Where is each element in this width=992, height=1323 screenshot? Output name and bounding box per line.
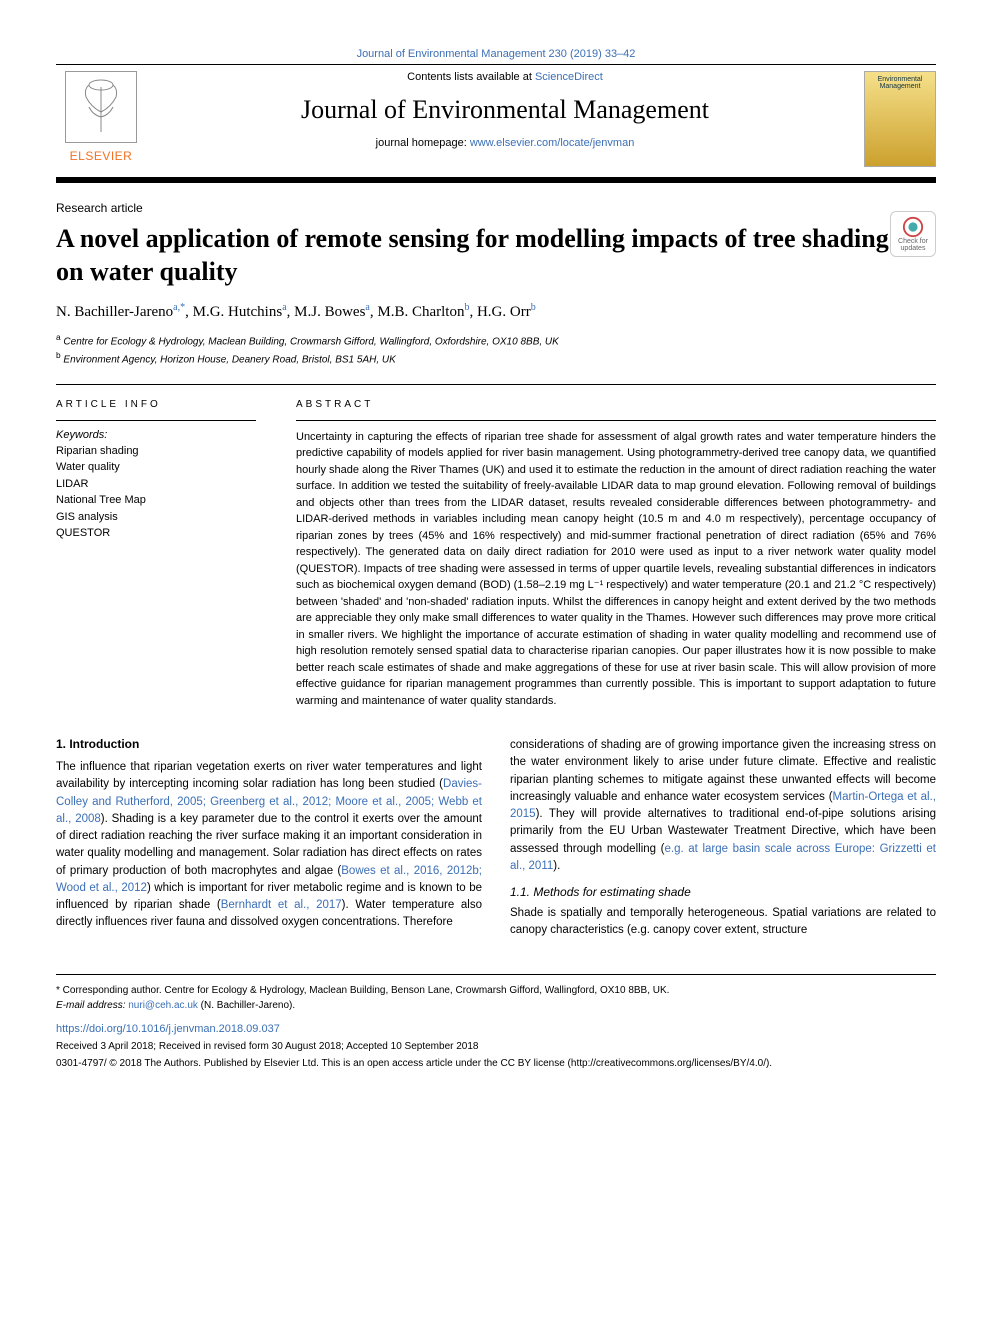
email-suffix: (N. Bachiller-Jareno). — [198, 1000, 295, 1011]
section-1-para-1: The influence that riparian vegetation e… — [56, 759, 482, 932]
corresponding-author: * Corresponding author. Centre for Ecolo… — [56, 983, 936, 998]
top-journal-link[interactable]: Journal of Environmental Management 230 … — [56, 48, 936, 60]
author-list: N. Bachiller-Jarenoa,*, M.G. Hutchinsa, … — [56, 302, 936, 321]
updates-line2: updates — [901, 245, 926, 252]
homepage-line: journal homepage: www.elsevier.com/locat… — [162, 137, 848, 149]
abstract-column: ABSTRACT Uncertainty in capturing the ef… — [296, 399, 936, 710]
section-1-heading: 1. Introduction — [56, 737, 482, 751]
info-rule — [56, 420, 256, 421]
elsevier-tree-icon — [65, 71, 137, 143]
journal-header: ELSEVIER Contents lists available at Sci… — [56, 64, 936, 167]
body-columns: 1. Introduction The influence that ripar… — [56, 737, 936, 946]
section-1-1-heading: 1.1. Methods for estimating shade — [510, 885, 936, 899]
abstract-text: Uncertainty in capturing the effects of … — [296, 429, 936, 710]
received-line: Received 3 April 2018; Received in revis… — [56, 1039, 936, 1054]
journal-title-block: Contents lists available at ScienceDirec… — [162, 71, 848, 149]
header-rule — [56, 177, 936, 183]
email-line: E-mail address: nuri@ceh.ac.uk (N. Bachi… — [56, 998, 936, 1013]
publisher-logo: ELSEVIER — [56, 71, 146, 163]
journal-cover-thumbnail: Environmental Management — [864, 71, 936, 167]
article-title: A novel application of remote sensing fo… — [56, 223, 936, 288]
email-label: E-mail address: — [56, 1000, 128, 1011]
homepage-prefix: journal homepage: — [376, 137, 470, 149]
keywords-label: Keywords: — [56, 429, 256, 441]
article-type: Research article — [56, 201, 936, 215]
journal-name: Journal of Environmental Management — [162, 95, 848, 125]
cover-label: Environmental Management — [878, 76, 923, 90]
publisher-name: ELSEVIER — [70, 149, 133, 163]
article-info-label: ARTICLE INFO — [56, 399, 256, 410]
abstract-rule — [296, 420, 936, 421]
keywords-list: Riparian shadingWater qualityLIDARNation… — [56, 443, 256, 542]
homepage-link[interactable]: www.elsevier.com/locate/jenvman — [470, 137, 634, 149]
section-1-1-para-1: Shade is spatially and temporally hetero… — [510, 905, 936, 940]
contents-prefix: Contents lists available at — [407, 71, 535, 83]
article-info-column: ARTICLE INFO Keywords: Riparian shadingW… — [56, 399, 256, 710]
email-link[interactable]: nuri@ceh.ac.uk — [128, 1000, 198, 1011]
section-1-para-2: considerations of shading are of growing… — [510, 737, 936, 875]
footer: * Corresponding author. Centre for Ecolo… — [56, 974, 936, 1072]
check-updates-badge[interactable]: Check for updates — [890, 211, 936, 257]
doi-link[interactable]: https://doi.org/10.1016/j.jenvman.2018.0… — [56, 1021, 936, 1038]
crossmark-icon — [902, 216, 924, 238]
abstract-label: ABSTRACT — [296, 399, 936, 410]
contents-line: Contents lists available at ScienceDirec… — [162, 71, 848, 83]
updates-line1: Check for — [898, 238, 928, 245]
copyright-line: 0301-4797/ © 2018 The Authors. Published… — [56, 1056, 936, 1071]
sciencedirect-link[interactable]: ScienceDirect — [535, 71, 603, 83]
affiliations: a Centre for Ecology & Hydrology, Maclea… — [56, 331, 936, 368]
